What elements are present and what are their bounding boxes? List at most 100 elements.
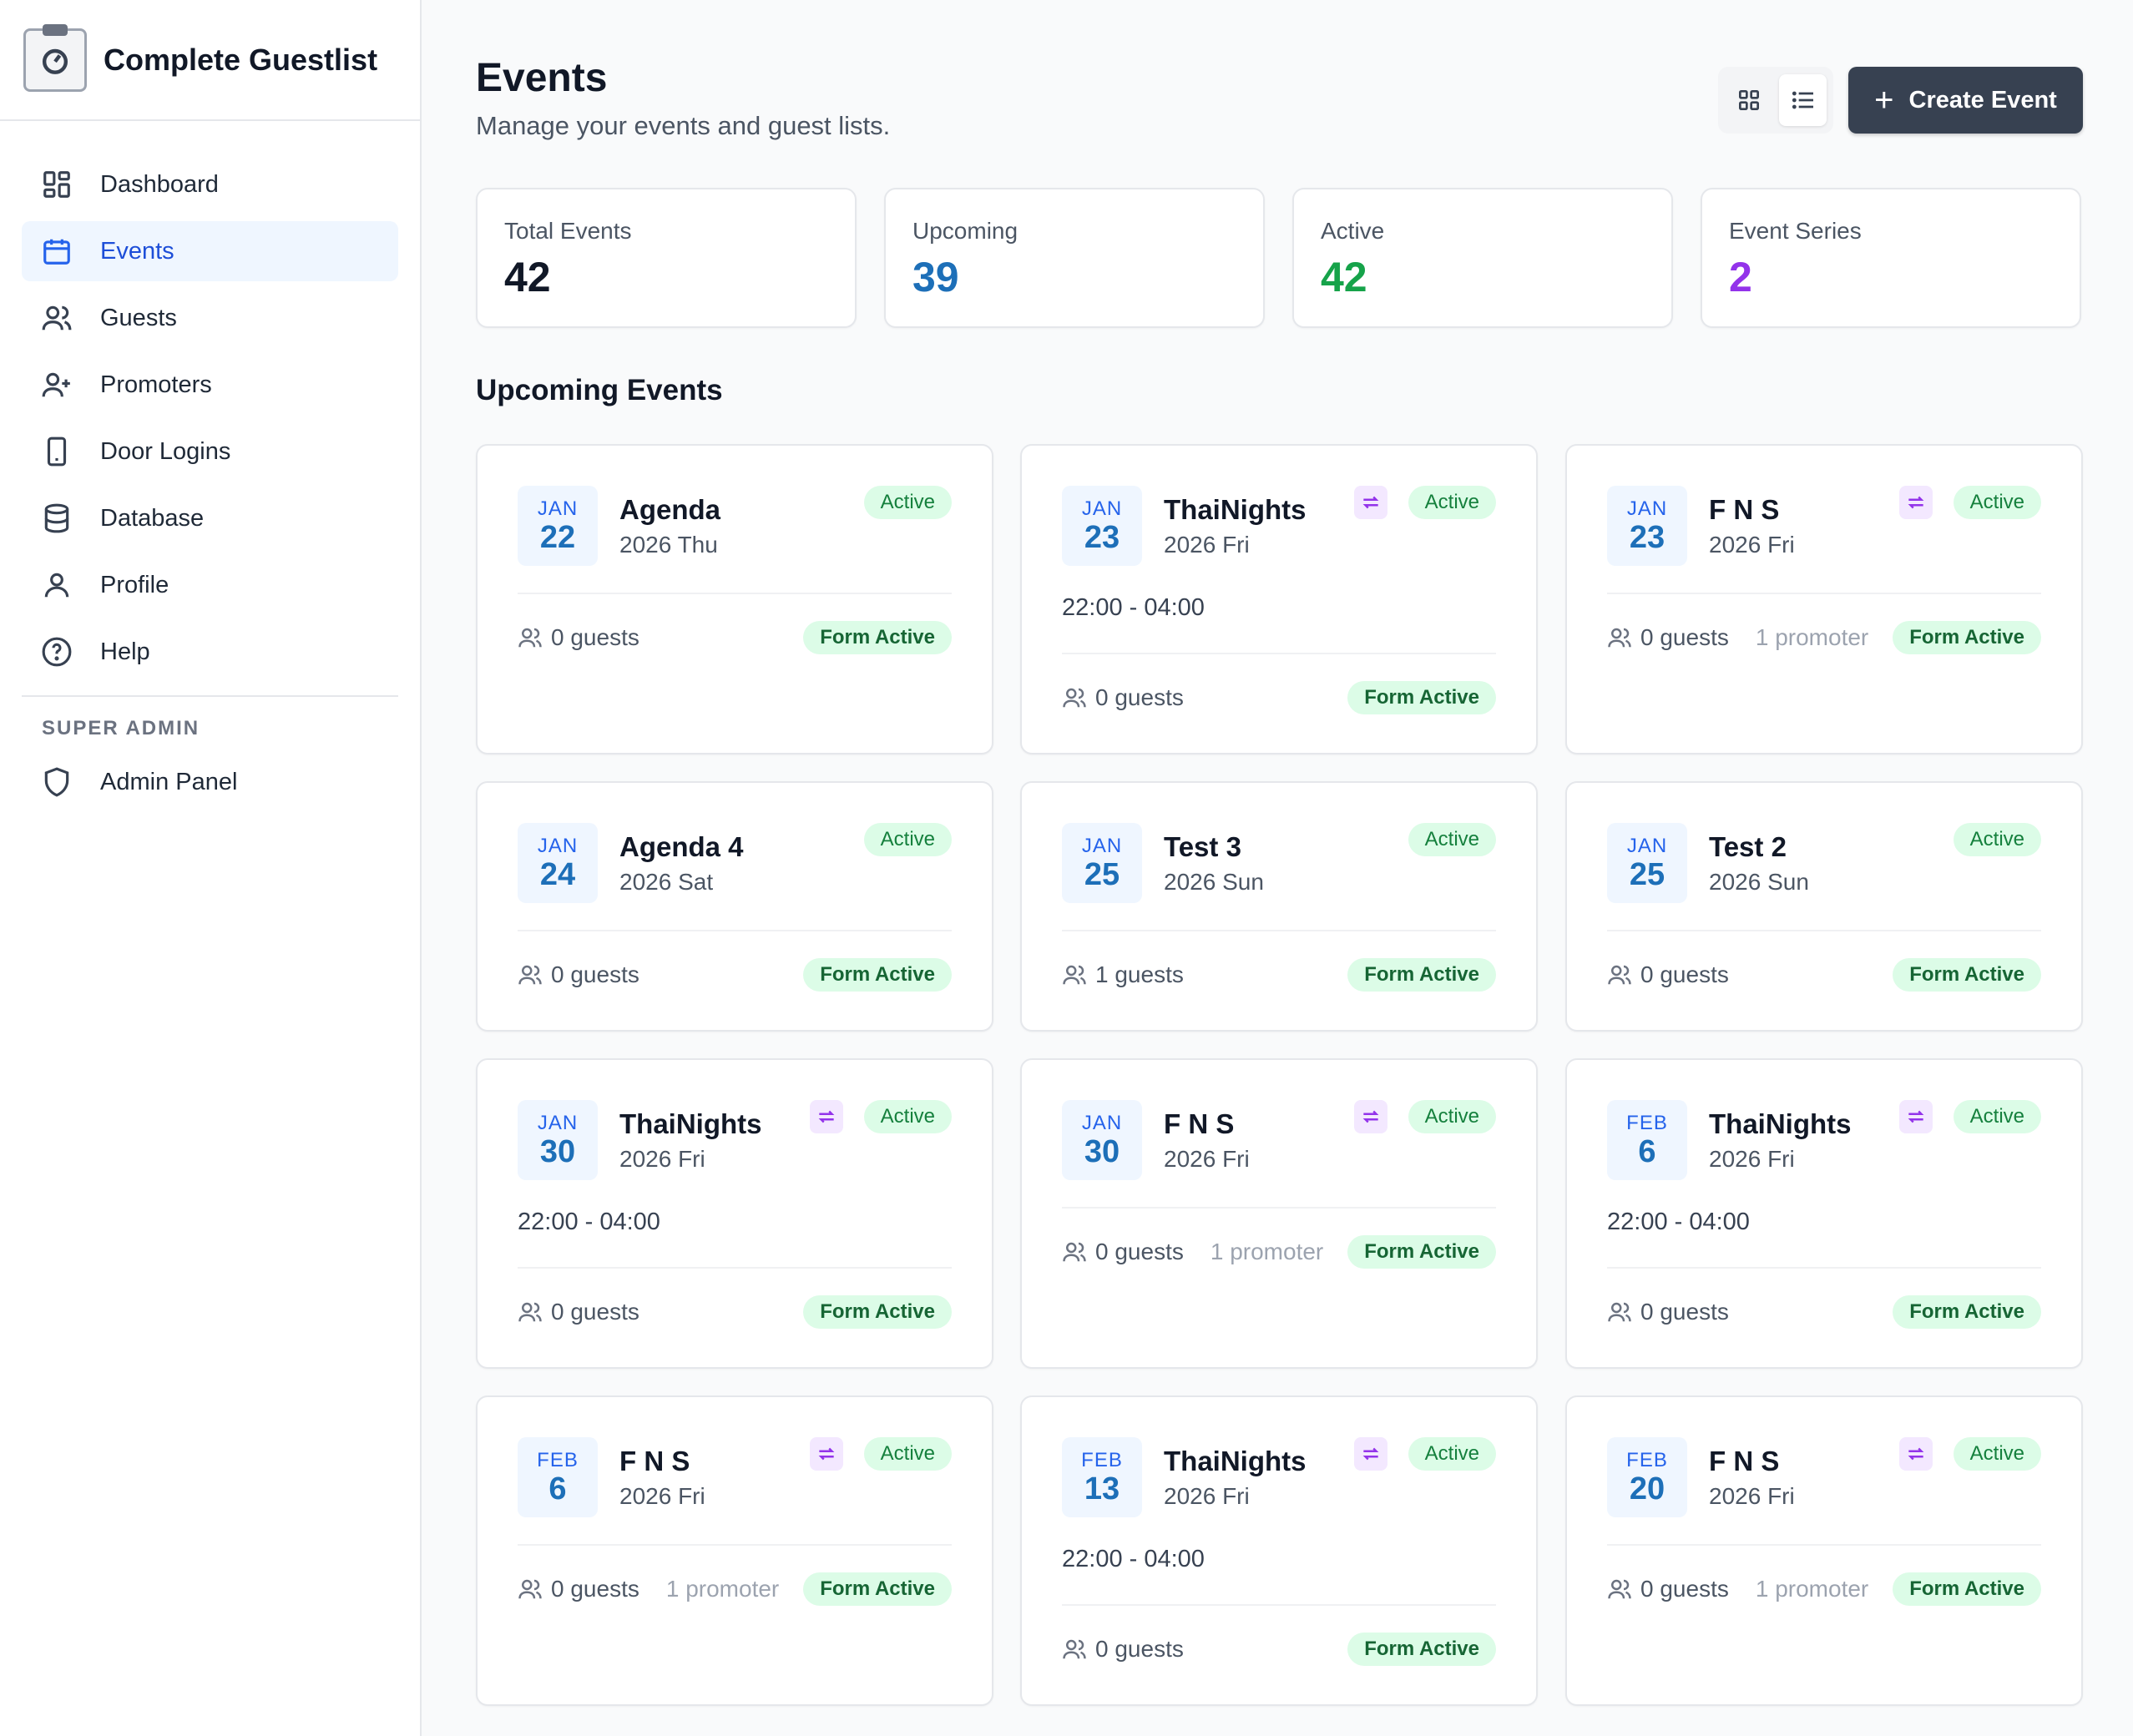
sidebar-item-door-logins[interactable]: Door Logins [22, 421, 398, 482]
stat-card-active: Active 42 [1292, 188, 1673, 328]
event-card[interactable]: FEB 13 ThaiNights 2026 Fri Active 22:00 … [1020, 1395, 1538, 1706]
date-day: 20 [1629, 1471, 1665, 1506]
event-title[interactable]: F N S [1709, 494, 1780, 525]
event-card[interactable]: JAN 25 Test 2 2026 Sun Active 0 guests F… [1565, 781, 2083, 1032]
promoter-count: 1 promoter [1755, 1576, 1869, 1602]
event-card[interactable]: FEB 6 F N S 2026 Fri Active 0 guests 1 p… [476, 1395, 993, 1706]
date-month: JAN [1081, 1112, 1123, 1134]
status-badge: Active [1408, 1437, 1496, 1471]
event-date-sub: 2026 Fri [1709, 1146, 1795, 1172]
sidebar-item-help[interactable]: Help [22, 622, 398, 682]
card-footer: 0 guests Form Active [1607, 1294, 2041, 1330]
sidebar-item-label: Admin Panel [100, 768, 238, 795]
date-day: 23 [1084, 520, 1120, 555]
card-footer: 0 guests Form Active [1062, 679, 1496, 716]
event-date-sub: 2026 Sun [1709, 869, 1809, 895]
card-divider [1607, 1267, 2041, 1269]
sidebar-item-events[interactable]: Events [22, 221, 398, 281]
date-badge: JAN 22 [518, 486, 598, 566]
card-divider [1062, 1207, 1496, 1209]
create-event-button[interactable]: + Create Event [1848, 67, 2083, 134]
card-footer: 0 guests 1 promoter Form Active [518, 1571, 952, 1607]
card-footer: 0 guests Form Active [518, 619, 952, 656]
sidebar-item-admin-panel[interactable]: Admin Panel [22, 752, 398, 812]
event-card[interactable]: JAN 30 ThaiNights 2026 Fri Active 22:00 … [476, 1058, 993, 1369]
event-title[interactable]: F N S [1164, 1108, 1235, 1139]
card-divider [1607, 593, 2041, 594]
sidebar-item-label: Help [100, 638, 150, 665]
sidebar-item-profile[interactable]: Profile [22, 555, 398, 615]
card-footer: 1 guests Form Active [1062, 956, 1496, 993]
guest-count-label: 0 guests [1095, 1239, 1184, 1264]
plus-icon: + [1874, 82, 1894, 119]
guest-count-label: 0 guests [551, 624, 639, 650]
brand[interactable]: Complete Guestlist [0, 0, 420, 121]
date-badge: JAN 30 [518, 1100, 598, 1180]
guest-count-label: 0 guests [1640, 1299, 1729, 1325]
event-card[interactable]: FEB 6 ThaiNights 2026 Fri Active 22:00 -… [1565, 1058, 2083, 1369]
date-badge: FEB 6 [1607, 1100, 1687, 1180]
event-title[interactable]: Test 2 [1709, 831, 1787, 862]
card-divider [1607, 1544, 2041, 1546]
section-title-upcoming-events: Upcoming Events [476, 374, 723, 406]
event-card[interactable]: JAN 30 F N S 2026 Fri Active 0 guests 1 … [1020, 1058, 1538, 1369]
event-date-sub: 2026 Fri [1164, 1146, 1250, 1172]
event-title[interactable]: Agenda [619, 494, 721, 525]
card-footer: 0 guests Form Active [1607, 956, 2041, 993]
event-title[interactable]: F N S [619, 1446, 690, 1476]
status-badge: Active [1953, 1437, 2041, 1471]
clipboard-logo-icon [23, 23, 87, 92]
stat-value: 39 [912, 254, 959, 300]
form-status-badge: Form Active [803, 621, 952, 654]
sidebar-item-label: Guests [100, 304, 177, 331]
event-card[interactable]: JAN 23 F N S 2026 Fri Active 0 guests 1 … [1565, 444, 2083, 754]
guest-count: 0 guests [1062, 1239, 1184, 1265]
card-divider [518, 1544, 952, 1546]
user-plus-icon [40, 368, 73, 401]
users-icon [1063, 965, 1086, 985]
users-icon [1608, 1302, 1631, 1322]
event-title[interactable]: ThaiNights [1709, 1108, 1852, 1139]
guest-count: 0 guests [1062, 1636, 1184, 1663]
event-time: 22:00 - 04:00 [1607, 1209, 1750, 1235]
form-status-badge: Form Active [1893, 621, 2041, 654]
stat-value: 42 [504, 254, 551, 300]
sidebar: Complete Guestlist Dashboard Events Gues… [0, 0, 422, 1736]
form-status-badge: Form Active [803, 1295, 952, 1329]
date-badge: FEB 20 [1607, 1437, 1687, 1517]
guest-count-label: 0 guests [1095, 684, 1184, 710]
event-date-sub: 2026 Fri [1709, 1483, 1795, 1509]
grid-view-button[interactable] [1725, 74, 1772, 126]
create-event-label: Create Event [1908, 86, 2057, 114]
date-day: 23 [1629, 520, 1665, 555]
event-title[interactable]: Test 3 [1164, 831, 1241, 862]
recurring-series-icon [1354, 1100, 1387, 1133]
event-card[interactable]: JAN 24 Agenda 4 2026 Sat Active 0 guests… [476, 781, 993, 1032]
event-card[interactable]: JAN 22 Agenda 2026 Thu Active 0 guests F… [476, 444, 993, 754]
stats-row: Total Events 42 Upcoming 39 Active 42 Ev… [476, 188, 2083, 328]
sidebar-item-promoters[interactable]: Promoters [22, 355, 398, 415]
form-status-badge: Form Active [1347, 1235, 1496, 1269]
list-view-button[interactable] [1779, 74, 1827, 126]
sidebar-item-guests[interactable]: Guests [22, 288, 398, 348]
card-divider [1607, 930, 2041, 931]
event-card[interactable]: JAN 25 Test 3 2026 Sun Active 1 guests F… [1020, 781, 1538, 1032]
stat-label: Active [1321, 218, 1385, 244]
event-title[interactable]: ThaiNights [619, 1108, 762, 1139]
event-title[interactable]: F N S [1709, 1446, 1780, 1476]
event-title[interactable]: ThaiNights [1164, 1446, 1307, 1476]
date-day: 6 [548, 1471, 567, 1506]
date-month: FEB [1626, 1112, 1668, 1134]
status-badge: Active [863, 486, 952, 519]
event-card[interactable]: JAN 23 ThaiNights 2026 Fri Active 22:00 … [1020, 444, 1538, 754]
card-footer: 0 guests 1 promoter Form Active [1607, 1571, 2041, 1607]
stat-card-event-series: Event Series 2 [1701, 188, 2081, 328]
event-title[interactable]: Agenda 4 [619, 831, 744, 862]
sidebar-item-dashboard[interactable]: Dashboard [22, 154, 398, 214]
event-title[interactable]: ThaiNights [1164, 494, 1307, 525]
sidebar-item-database[interactable]: Database [22, 488, 398, 548]
event-card[interactable]: FEB 20 F N S 2026 Fri Active 0 guests 1 … [1565, 1395, 2083, 1706]
date-month: JAN [537, 1112, 579, 1134]
sidebar-item-label: Promoters [100, 371, 212, 398]
guest-count: 0 guests [1062, 684, 1184, 711]
